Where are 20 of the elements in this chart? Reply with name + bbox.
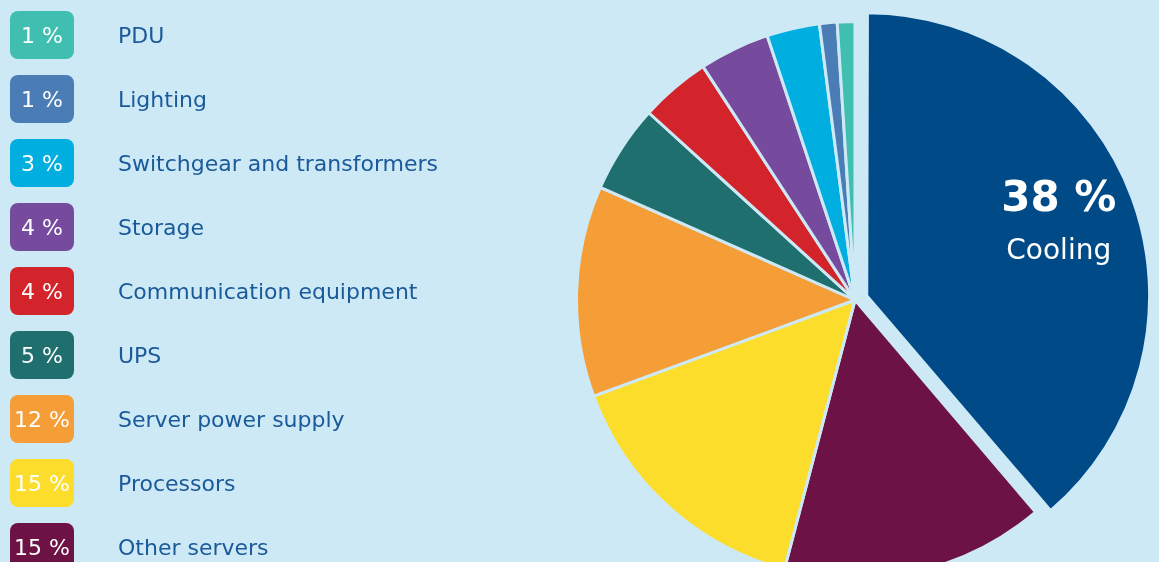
data-label: 38 % [1001,171,1117,221]
legend-label: Lighting [118,86,207,112]
data-label: 1 % [21,86,63,112]
legend-label: Server power supply [118,406,345,432]
data-label: 4 % [21,278,63,304]
legend-label: Storage [118,214,205,240]
legend-label: PDU [118,22,165,48]
data-label: 12 % [14,406,70,432]
data-label: 4 % [21,214,63,240]
legend-label: Communication equipment [118,278,418,304]
legend-label: Other servers [118,534,269,560]
data-label: 15 % [14,534,70,560]
legend-label: Switchgear and transformers [118,150,439,176]
data-label: 5 % [21,342,63,368]
data-label: 15 % [14,470,70,496]
legend-label: UPS [118,342,162,368]
data-label: 1 % [21,22,63,48]
legend-label: Processors [118,470,236,496]
slice-label: Cooling [1006,233,1112,267]
data-label: 3 % [21,150,63,176]
